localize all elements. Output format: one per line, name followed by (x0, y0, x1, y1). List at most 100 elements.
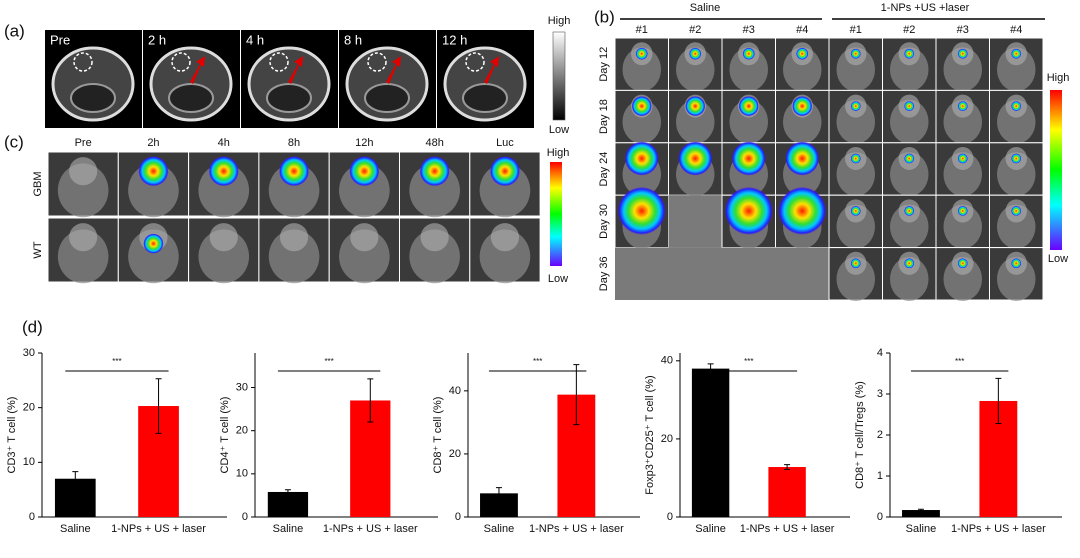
panel-label: (b) (594, 7, 615, 26)
signal (279, 156, 310, 187)
empty-tile (668, 195, 722, 248)
x-tick-label: Saline (273, 523, 304, 535)
colorbar (552, 31, 566, 121)
signal (724, 186, 773, 235)
signal (143, 233, 164, 254)
y-tick-label: 0 (667, 511, 673, 523)
y-tick-label: 30 (23, 347, 35, 359)
mouse-head (69, 223, 98, 252)
group-label: 1-NPs +US +laser (881, 2, 970, 14)
y-tick-label: 10 (236, 468, 248, 480)
timepoint-label: 4 h (246, 32, 264, 47)
timepoint-label: Pre (50, 32, 70, 47)
mouse-head (279, 223, 309, 252)
empty-tile (722, 247, 776, 300)
mouse-label: #1 (636, 24, 648, 36)
mouse-label: #4 (1010, 24, 1022, 36)
timepoint-label: 2 h (148, 32, 166, 47)
timepoint-label: 12 h (442, 32, 467, 47)
signal (349, 156, 380, 187)
signal (850, 48, 861, 59)
signal (1011, 101, 1022, 112)
brain-core (266, 83, 312, 113)
signal (208, 156, 239, 187)
y-tick-label: 10 (23, 456, 35, 468)
significance: *** (955, 357, 964, 366)
scale-label: High (1047, 72, 1070, 84)
signal (778, 186, 827, 235)
day-label: Day 24 (598, 152, 610, 187)
error-bar (707, 363, 714, 374)
brain-core (168, 83, 214, 113)
scale-label: High (548, 15, 571, 27)
panel-label: (a) (4, 21, 25, 40)
y-axis-label: CD3⁺ T cell (%) (6, 397, 18, 474)
brain-core (70, 83, 116, 113)
error-bar (784, 464, 791, 470)
y-axis-label: CD8⁺ T cell/Tregs (%) (854, 381, 866, 489)
error-bar (284, 489, 291, 495)
y-tick-label: 20 (661, 433, 673, 445)
error-bar (995, 377, 1002, 425)
y-axis-label: CD8⁺ T cell (%) (432, 397, 444, 474)
x-tick-label: Saline (484, 523, 515, 535)
x-tick-label: Saline (906, 523, 937, 535)
mouse-label: #4 (796, 24, 808, 36)
signal (1011, 205, 1022, 216)
signal (742, 47, 755, 60)
signal (617, 186, 666, 235)
day-label: Day 18 (598, 99, 610, 134)
mouse-label: #1 (850, 24, 862, 36)
signal (904, 205, 915, 216)
signal (689, 47, 702, 60)
signal (489, 156, 520, 187)
row-label: GBM (32, 171, 44, 196)
signal (419, 156, 450, 187)
y-tick-label: 4 (877, 347, 883, 359)
signal (957, 101, 968, 112)
error-bar (495, 487, 502, 500)
signal (785, 141, 820, 176)
signal (904, 101, 915, 112)
x-tick-label: Saline (695, 523, 726, 535)
colorbar (550, 162, 562, 266)
bar (480, 493, 518, 517)
signal (850, 153, 861, 164)
signal (904, 258, 915, 269)
scale-label: Low (1048, 253, 1068, 265)
y-tick-label: 0 (29, 511, 35, 523)
signal (624, 141, 659, 176)
mouse-head (209, 223, 238, 252)
mouse-head (420, 223, 449, 252)
x-tick-label: 1-NPs + US + laser (951, 523, 1046, 535)
y-tick-label: 3 (877, 388, 883, 400)
mouse-head (350, 223, 379, 252)
arrow (484, 56, 499, 84)
brain-core (364, 83, 410, 113)
timepoint-label: 2h (147, 137, 159, 149)
scale-label: Low (548, 273, 568, 285)
timepoint-label: 4h (218, 137, 230, 149)
roi (269, 52, 289, 72)
signal (792, 96, 813, 117)
y-tick-label: 20 (236, 425, 248, 437)
empty-tile (775, 247, 829, 300)
day-label: Day 36 (598, 256, 610, 291)
y-tick-label: 20 (23, 402, 35, 414)
signal (904, 48, 915, 59)
panel-label: (d) (22, 317, 43, 336)
x-tick-label: 1-NPs + US + laser (740, 523, 835, 535)
y-axis-label: CD4⁺ T cell (%) (219, 397, 231, 474)
timepoint-label: 48h (425, 137, 443, 149)
x-tick-label: Saline (60, 523, 91, 535)
x-tick-label: 1-NPs + US + laser (529, 523, 624, 535)
significance: *** (533, 357, 542, 366)
panel-label: (c) (4, 132, 24, 151)
signal (678, 141, 713, 176)
error-bar (367, 378, 374, 423)
mouse-label: #3 (743, 24, 755, 36)
signal (1011, 48, 1022, 59)
signal (850, 101, 861, 112)
mouse-head (490, 223, 520, 252)
signal (957, 205, 968, 216)
